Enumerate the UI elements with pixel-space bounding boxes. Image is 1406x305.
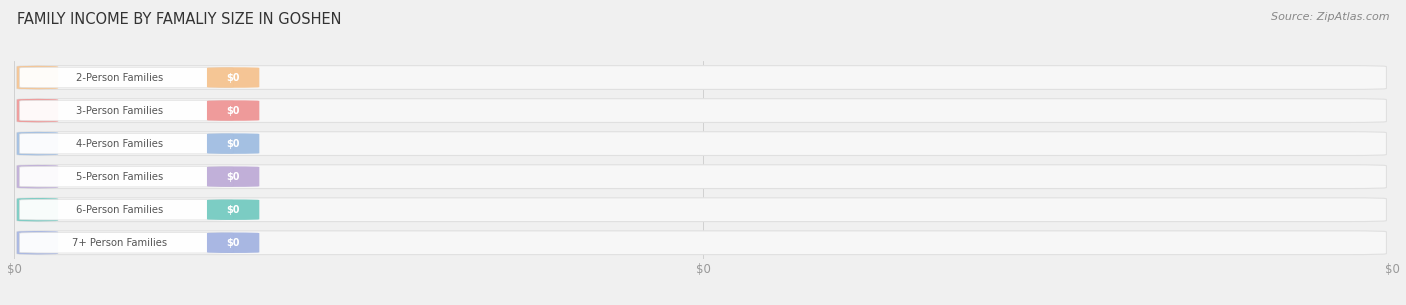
FancyBboxPatch shape [207, 133, 259, 154]
Text: 4-Person Families: 4-Person Families [76, 138, 163, 149]
FancyBboxPatch shape [17, 66, 1386, 89]
FancyBboxPatch shape [20, 167, 233, 187]
FancyBboxPatch shape [17, 99, 58, 122]
FancyBboxPatch shape [17, 165, 58, 188]
FancyBboxPatch shape [207, 232, 259, 253]
Text: 5-Person Families: 5-Person Families [76, 172, 163, 182]
FancyBboxPatch shape [20, 232, 233, 253]
FancyBboxPatch shape [207, 67, 259, 88]
FancyBboxPatch shape [20, 67, 233, 88]
FancyBboxPatch shape [207, 167, 259, 187]
FancyBboxPatch shape [17, 132, 1386, 156]
FancyBboxPatch shape [207, 199, 259, 220]
FancyBboxPatch shape [17, 165, 1386, 188]
Text: $0: $0 [226, 172, 240, 182]
Text: Source: ZipAtlas.com: Source: ZipAtlas.com [1271, 12, 1389, 22]
FancyBboxPatch shape [20, 100, 233, 121]
FancyBboxPatch shape [17, 99, 1386, 122]
Text: FAMILY INCOME BY FAMALIY SIZE IN GOSHEN: FAMILY INCOME BY FAMALIY SIZE IN GOSHEN [17, 12, 342, 27]
Text: $0: $0 [226, 205, 240, 215]
FancyBboxPatch shape [17, 231, 1386, 255]
FancyBboxPatch shape [20, 133, 233, 154]
FancyBboxPatch shape [207, 100, 259, 121]
Text: $0: $0 [226, 138, 240, 149]
Text: 3-Person Families: 3-Person Families [76, 106, 163, 116]
Text: 2-Person Families: 2-Person Families [76, 73, 163, 83]
FancyBboxPatch shape [17, 198, 1386, 221]
FancyBboxPatch shape [17, 66, 58, 89]
FancyBboxPatch shape [17, 198, 58, 221]
Text: $0: $0 [226, 238, 240, 248]
FancyBboxPatch shape [17, 231, 58, 255]
Text: 7+ Person Families: 7+ Person Families [72, 238, 167, 248]
Text: $0: $0 [226, 73, 240, 83]
FancyBboxPatch shape [20, 199, 233, 220]
Text: $0: $0 [226, 106, 240, 116]
FancyBboxPatch shape [17, 132, 58, 156]
Text: 6-Person Families: 6-Person Families [76, 205, 163, 215]
